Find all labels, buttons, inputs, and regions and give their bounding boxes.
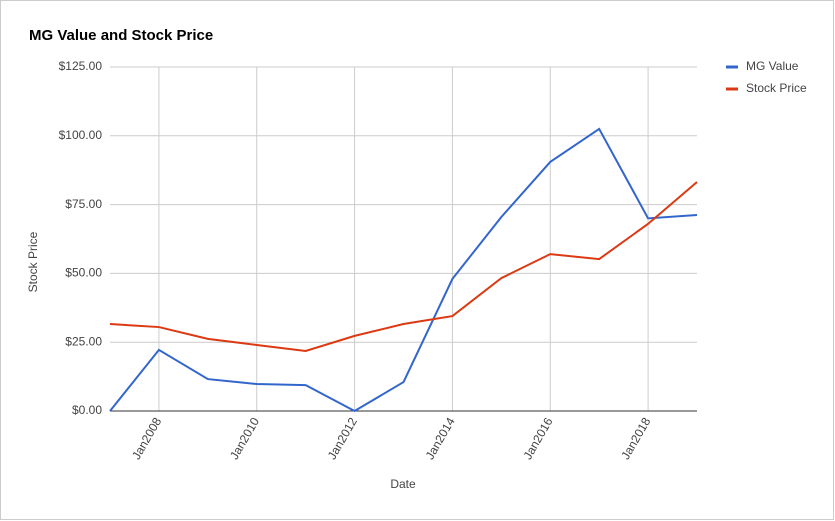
series-line (109, 127, 698, 413)
x-axis-title: Date (390, 477, 416, 491)
legend-label: MG Value (746, 59, 799, 73)
y-tick-label: $100.00 (59, 128, 103, 142)
y-tick-label: $25.00 (65, 334, 102, 348)
y-tick-label: $0.00 (72, 403, 102, 417)
y-axis-title: Stock Price (26, 231, 40, 292)
y-tick-label: $75.00 (65, 197, 102, 211)
y-tick-label: $125.00 (59, 59, 103, 73)
series-line (109, 181, 698, 353)
chart-title: MG Value and Stock Price (29, 27, 213, 44)
y-tick-label: $50.00 (65, 266, 102, 280)
legend-label: Stock Price (746, 81, 807, 95)
